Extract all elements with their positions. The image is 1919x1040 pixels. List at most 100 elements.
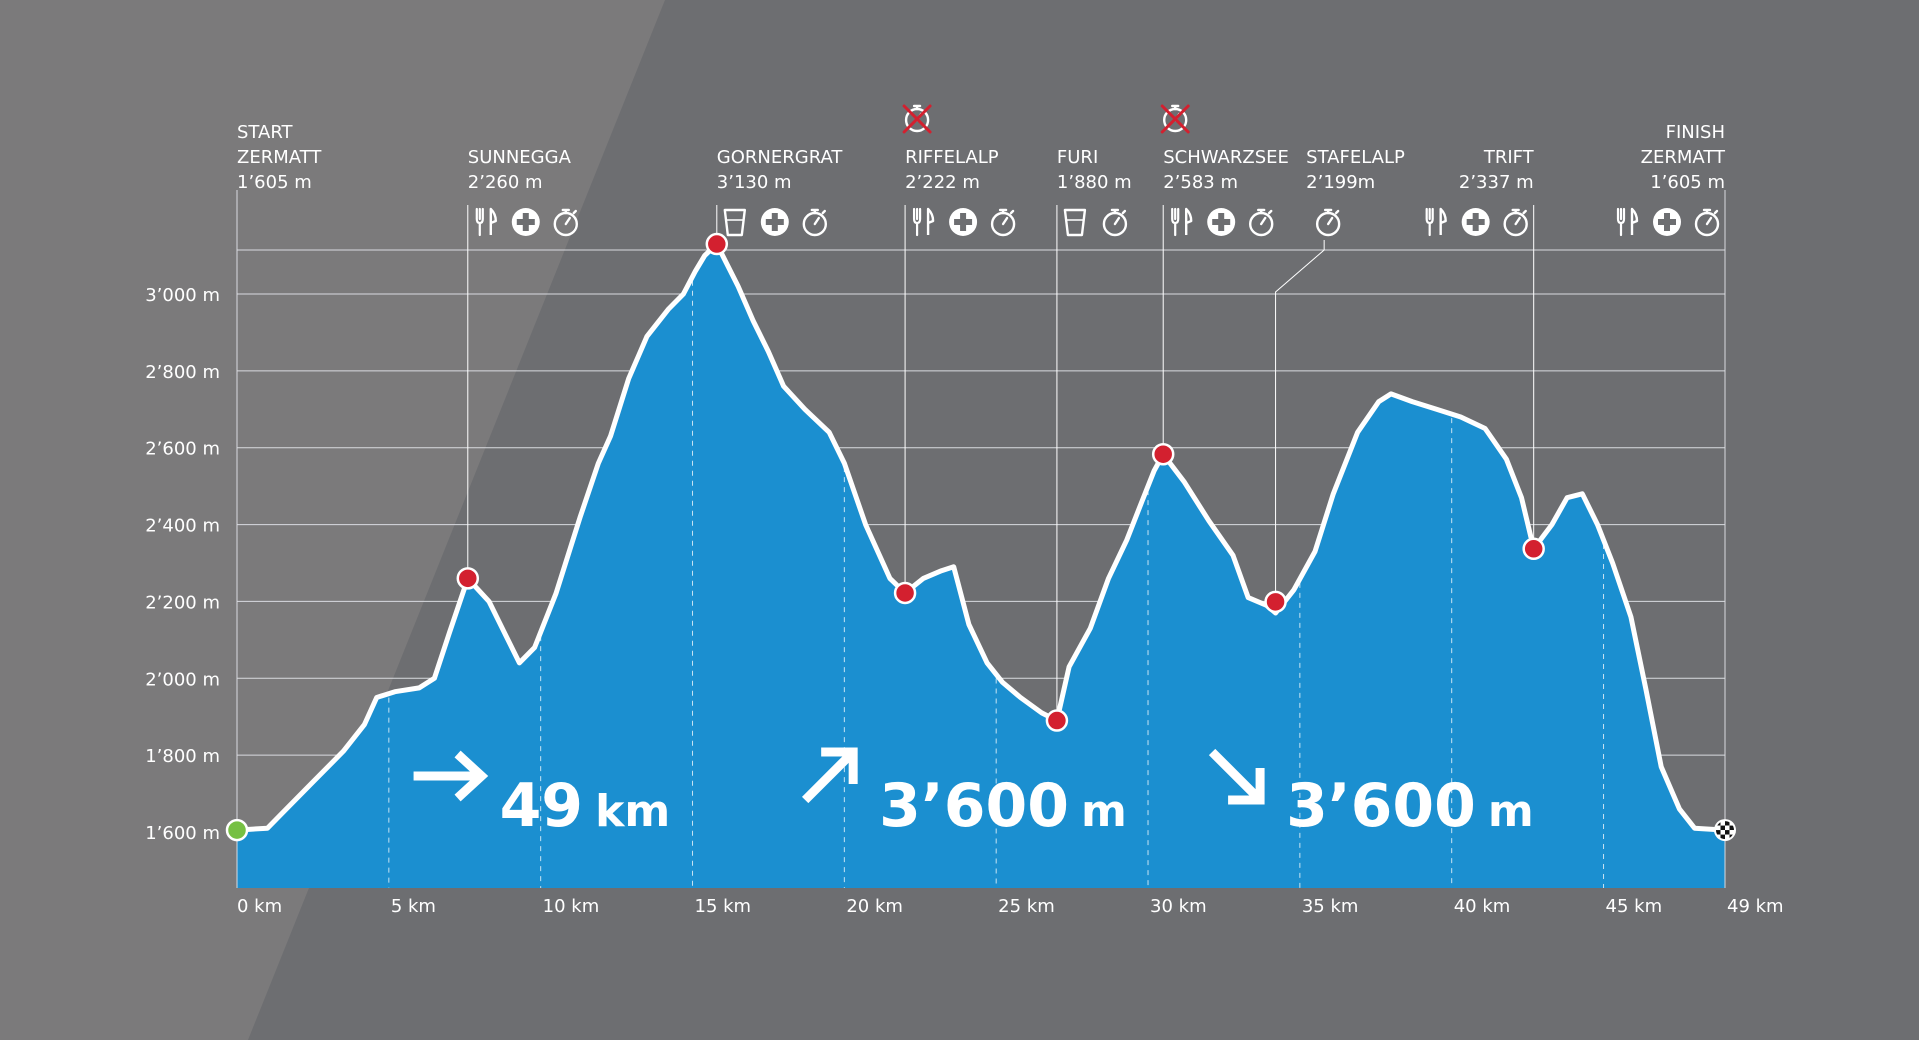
waypoint-gornergrat: GORNERGRAT 3’130 m: [717, 147, 844, 237]
waypoint-trift: TRIFT 2’337 m: [1425, 147, 1535, 237]
medical-cross: [765, 213, 784, 231]
checkpoint-marker: [1151, 442, 1175, 466]
stat-value: 3’600 m: [1286, 771, 1534, 841]
finish-checker: [1716, 821, 1734, 840]
red-cross: [1160, 104, 1190, 134]
x-tick-label: 0 km: [237, 896, 282, 917]
elevation-area: [237, 244, 1725, 888]
stat-number: 49: [500, 771, 583, 841]
timer-icon: [553, 208, 578, 237]
waypoint-elevation: 3’130 m: [717, 172, 792, 193]
stat-value: 49 km: [500, 771, 671, 841]
no-timer-icon: [1160, 104, 1190, 134]
timer-hands: [998, 208, 1015, 226]
fork: [912, 207, 922, 237]
waypoint-schwarzsee: SCHWARZSEE 2’583 m: [1160, 104, 1289, 237]
x-tick-label: 35 km: [1302, 896, 1359, 917]
elevation-line: [236, 241, 1726, 833]
x-tick-label: 15 km: [695, 896, 752, 917]
knife: [489, 207, 497, 235]
waypoint-name: ZERMATT: [237, 147, 322, 168]
drink-icon: [1063, 208, 1087, 237]
timer-icon: [990, 208, 1016, 237]
medical-cross: [1658, 213, 1676, 231]
y-tick-label: 2’000 m: [145, 669, 220, 690]
stat-unit: km: [595, 786, 670, 837]
fork: [1616, 207, 1626, 237]
y-tick-label: 2’800 m: [145, 362, 220, 383]
checkpoint-marker: [1264, 590, 1287, 614]
checkpoint-marker: [705, 232, 729, 256]
y-tick-label: 1’800 m: [145, 746, 220, 767]
knife: [926, 207, 935, 235]
x-tick-label: 40 km: [1454, 896, 1511, 917]
timer-hands: [1702, 208, 1719, 226]
medical-icon: [1461, 208, 1490, 236]
waypoint-name: FURI: [1057, 147, 1098, 168]
timer-hands: [1110, 208, 1127, 226]
arrow-up-right-icon: [801, 747, 858, 804]
medical-icon: [949, 208, 978, 236]
stat-arrow-down-right: 3’600 m: [1208, 748, 1534, 841]
x-tick-label: 5 km: [391, 896, 436, 917]
timer-hands: [1323, 208, 1340, 226]
background-stripe: [0, 0, 665, 1040]
stat-unit: m: [1081, 786, 1127, 837]
food-icon: [475, 207, 497, 237]
checkpoint-marker: [1045, 709, 1069, 732]
medical-cross: [516, 213, 535, 231]
x-tick-label: 20 km: [846, 896, 903, 917]
waypoint-finish: FINISH ZERMATT 1’605 m: [1616, 122, 1726, 237]
waypoint-markers: [225, 232, 1736, 842]
waypoint-elevation: 1’605 m: [1650, 172, 1725, 193]
x-tick-label: 30 km: [1150, 896, 1207, 917]
timer-icon: [1315, 208, 1341, 237]
waypoint-elevation: 2’583 m: [1163, 172, 1238, 193]
waypoint-elevation: 1’880 m: [1057, 172, 1132, 193]
waypoint-name: RIFFELALP: [905, 147, 999, 168]
checkpoint-marker: [1522, 537, 1545, 561]
timer-hands: [561, 208, 577, 226]
x-tick-label: 45 km: [1606, 896, 1663, 917]
medical-icon: [511, 208, 540, 236]
cup: [723, 208, 747, 237]
km-gridlines: [236, 190, 1726, 888]
waypoint-name: GORNERGRAT: [717, 147, 844, 168]
arrow: [801, 747, 858, 804]
arrow: [413, 750, 489, 802]
arrow-right-icon: [413, 750, 489, 802]
y-tick-label: 3’000 m: [145, 285, 220, 306]
timer-icon: [1249, 208, 1274, 237]
waypoint-start: START ZERMATT 1’605 m: [237, 122, 322, 193]
finish-marker: [1714, 819, 1736, 842]
leader-line: [1275, 240, 1325, 602]
waypoint-elevation: 2’199m: [1306, 172, 1375, 193]
waypoint-name: SCHWARZSEE: [1163, 147, 1289, 168]
waypoint-elevation: 2’337 m: [1459, 172, 1534, 193]
waypoint-name: ZERMATT: [1641, 147, 1726, 168]
medical-cross: [954, 213, 973, 231]
timer-hands: [810, 208, 827, 226]
checkpoint-marker: [893, 581, 917, 605]
waypoint-riffelalp: RIFFELALP 2’222 m: [902, 104, 1016, 237]
stat-arrow-up-right: 3’600 m: [801, 747, 1127, 841]
medical-cross: [1466, 213, 1485, 231]
medical-cross: [1212, 213, 1231, 231]
stat-unit: m: [1488, 786, 1534, 837]
waypoint-elevation: 1’605 m: [237, 172, 312, 193]
x-tick-label: 25 km: [998, 896, 1055, 917]
stat-value: 3’600 m: [879, 771, 1127, 841]
knife: [1630, 207, 1639, 235]
x-tick-label: 10 km: [543, 896, 600, 917]
fork: [1425, 207, 1434, 237]
y-axis: 1’600 m 1’800 m 2’000 m 2’200 m 2’400 m 2’600…: [145, 285, 220, 844]
waypoint-name: FINISH: [1666, 122, 1725, 143]
race-stats: 49 km 3’600 m 3’600 m: [413, 747, 1534, 841]
checkpoint-marker: [456, 567, 480, 590]
y-tick-label: 2’400 m: [145, 516, 220, 537]
food-icon: [1171, 207, 1193, 237]
waypoint-name: TRIFT: [1483, 147, 1535, 168]
cup: [1063, 208, 1087, 237]
waypoint-elevation: 2’260 m: [468, 172, 543, 193]
